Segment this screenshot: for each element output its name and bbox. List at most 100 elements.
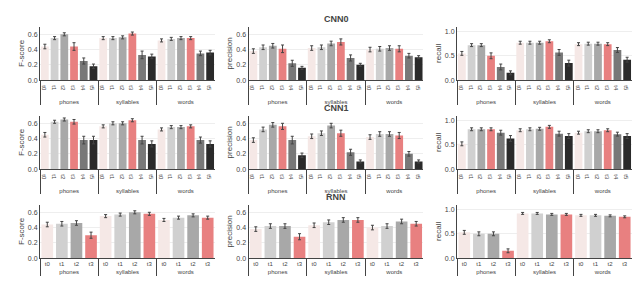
- svg-text:t2: t2: [608, 261, 614, 267]
- svg-text:t4: t4: [555, 85, 561, 91]
- svg-text:t0: t0: [458, 85, 464, 91]
- svg-text:t0: t0: [158, 85, 164, 91]
- svg-text:t0: t0: [578, 261, 584, 267]
- svg-text:t0: t0: [575, 174, 581, 180]
- svg-text:t5: t5: [565, 174, 571, 180]
- svg-text:t1: t1: [326, 261, 332, 267]
- svg-text:F-score: F-score: [17, 128, 26, 156]
- svg-text:t2: t2: [477, 85, 483, 91]
- svg-text:t0: t0: [161, 261, 167, 267]
- svg-text:t3: t3: [70, 85, 76, 91]
- svg-text:t0: t0: [370, 261, 376, 267]
- svg-text:t0: t0: [516, 174, 522, 180]
- svg-text:t3: t3: [395, 174, 401, 180]
- svg-text:t1: t1: [176, 261, 182, 267]
- svg-text:t0: t0: [308, 85, 314, 91]
- svg-text:words: words: [177, 188, 194, 194]
- svg-text:t3: t3: [604, 174, 610, 180]
- svg-text:0.5: 0.5: [445, 52, 455, 59]
- svg-text:recall: recall: [434, 133, 443, 152]
- svg-text:0.2: 0.2: [28, 239, 38, 246]
- svg-text:0.2: 0.2: [28, 150, 38, 157]
- svg-text:t3: t3: [337, 85, 343, 91]
- svg-text:0.6: 0.6: [28, 31, 38, 38]
- svg-text:syllables: syllables: [533, 99, 556, 105]
- svg-text:t0: t0: [308, 174, 314, 180]
- svg-text:t5: t5: [298, 174, 304, 180]
- svg-text:phones: phones: [476, 188, 496, 194]
- svg-text:0.0: 0.0: [445, 77, 455, 84]
- svg-text:t2: t2: [536, 85, 542, 91]
- svg-text:words: words: [385, 269, 402, 275]
- svg-text:0.2: 0.2: [28, 61, 38, 68]
- svg-text:t2: t2: [594, 174, 600, 180]
- svg-text:words: words: [594, 188, 611, 194]
- svg-text:t2: t2: [536, 174, 542, 180]
- svg-text:t2: t2: [119, 85, 125, 91]
- svg-text:F-score: F-score: [17, 39, 26, 67]
- svg-text:t0: t0: [41, 85, 47, 91]
- svg-text:0.4: 0.4: [28, 224, 38, 231]
- svg-text:t5: t5: [415, 85, 421, 91]
- svg-text:t5: t5: [148, 174, 154, 180]
- svg-text:0.4: 0.4: [236, 46, 246, 53]
- svg-text:recall: recall: [434, 44, 443, 63]
- svg-text:t5: t5: [506, 85, 512, 91]
- svg-text:t0: t0: [41, 174, 47, 180]
- svg-text:t1: t1: [118, 261, 124, 267]
- svg-text:t2: t2: [594, 85, 600, 91]
- svg-text:0.2: 0.2: [236, 61, 246, 68]
- svg-text:t3: t3: [279, 174, 285, 180]
- svg-text:t4: t4: [555, 174, 561, 180]
- svg-text:0.0: 0.0: [236, 166, 246, 173]
- svg-text:t5: t5: [148, 85, 154, 91]
- svg-text:t0: t0: [520, 261, 526, 267]
- svg-text:t3: t3: [279, 85, 285, 91]
- svg-text:phones: phones: [268, 269, 288, 275]
- svg-text:t0: t0: [312, 261, 318, 267]
- svg-text:phones: phones: [476, 269, 496, 275]
- svg-text:0.0: 0.0: [445, 255, 455, 262]
- svg-text:syllables: syllables: [533, 188, 556, 194]
- svg-text:t5: t5: [206, 85, 212, 91]
- svg-text:t1: t1: [259, 174, 265, 180]
- svg-text:t2: t2: [60, 85, 66, 91]
- svg-text:words: words: [594, 99, 611, 105]
- svg-text:t5: t5: [89, 85, 95, 91]
- svg-text:t2: t2: [177, 85, 183, 91]
- svg-text:t4: t4: [497, 85, 503, 91]
- svg-text:0.0: 0.0: [28, 166, 38, 173]
- svg-text:t2: t2: [60, 174, 66, 180]
- svg-text:0.6: 0.6: [28, 120, 38, 127]
- svg-text:0.4: 0.4: [28, 135, 38, 142]
- svg-text:0.4: 0.4: [236, 135, 246, 142]
- svg-text:recall: recall: [434, 222, 443, 241]
- svg-text:CNN1: CNN1: [324, 103, 349, 113]
- svg-text:t0: t0: [575, 85, 581, 91]
- svg-text:0.6: 0.6: [236, 31, 246, 38]
- svg-text:t1: t1: [584, 174, 590, 180]
- svg-text:1.0: 1.0: [445, 117, 455, 124]
- svg-text:t0: t0: [99, 174, 105, 180]
- svg-text:t4: t4: [288, 174, 294, 180]
- svg-text:t0: t0: [249, 174, 255, 180]
- svg-text:t1: t1: [468, 174, 474, 180]
- svg-text:phones: phones: [59, 269, 79, 275]
- svg-text:0.6: 0.6: [236, 209, 246, 216]
- svg-text:syllables: syllables: [116, 188, 139, 194]
- svg-text:t1: t1: [317, 85, 323, 91]
- svg-text:t2: t2: [341, 261, 347, 267]
- svg-text:phones: phones: [59, 99, 79, 105]
- svg-text:t5: t5: [415, 174, 421, 180]
- svg-text:t2: t2: [491, 261, 497, 267]
- svg-text:t0: t0: [249, 85, 255, 91]
- svg-text:t1: t1: [468, 85, 474, 91]
- svg-text:syllables: syllables: [324, 99, 347, 105]
- svg-text:t5: t5: [206, 174, 212, 180]
- svg-text:words: words: [177, 99, 194, 105]
- svg-text:t2: t2: [177, 174, 183, 180]
- svg-text:precision: precision: [225, 37, 234, 69]
- svg-text:t5: t5: [506, 174, 512, 180]
- svg-text:t0: t0: [45, 261, 51, 267]
- svg-text:t3: t3: [506, 261, 512, 267]
